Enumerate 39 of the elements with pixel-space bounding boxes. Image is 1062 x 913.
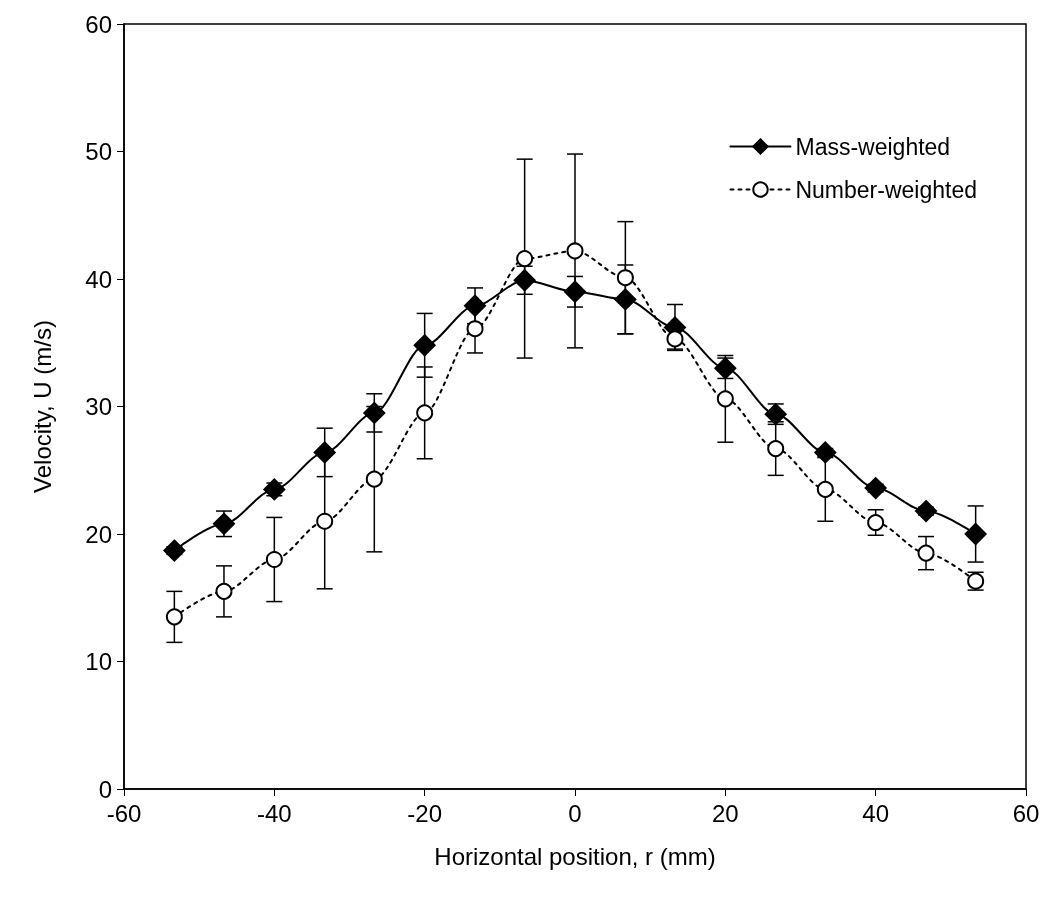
y-tick-label: 60 [85, 10, 112, 38]
point [363, 401, 386, 424]
y-tick-label: 30 [85, 393, 112, 420]
point [513, 269, 536, 292]
x-axis-title: Horizontal position, r (mm) [434, 842, 716, 870]
x-tick-label: -20 [407, 799, 443, 827]
x-tick-label: -40 [256, 799, 292, 827]
point [265, 551, 283, 568]
point [416, 404, 434, 422]
legend-label: Number-weighted [795, 176, 977, 203]
x-tick-label: 0 [568, 799, 582, 827]
x-tick-label: 60 [1012, 799, 1040, 827]
y-tick-label: 40 [85, 265, 112, 293]
point [313, 441, 336, 464]
point [413, 334, 436, 357]
point [566, 242, 584, 260]
point [614, 288, 637, 311]
point [616, 269, 634, 287]
point [867, 514, 885, 532]
point [767, 440, 785, 458]
y-tick-label: 10 [85, 648, 112, 675]
point [466, 320, 484, 338]
point [816, 480, 834, 498]
point [316, 512, 334, 530]
y-tick-label: 20 [85, 520, 112, 548]
point [964, 523, 987, 545]
point [365, 470, 383, 488]
point [165, 608, 183, 626]
point [516, 250, 534, 268]
point [215, 582, 233, 600]
y-axis-title: Velocity, U (m/s) [28, 320, 56, 493]
point [564, 280, 586, 303]
x-tick-label: 40 [862, 799, 890, 827]
point [464, 294, 487, 317]
legend-label: Mass-weighted [795, 133, 951, 160]
x-tick-label: 20 [711, 799, 739, 827]
y-tick-label: 50 [85, 138, 112, 165]
point [716, 390, 734, 408]
point [917, 544, 935, 562]
